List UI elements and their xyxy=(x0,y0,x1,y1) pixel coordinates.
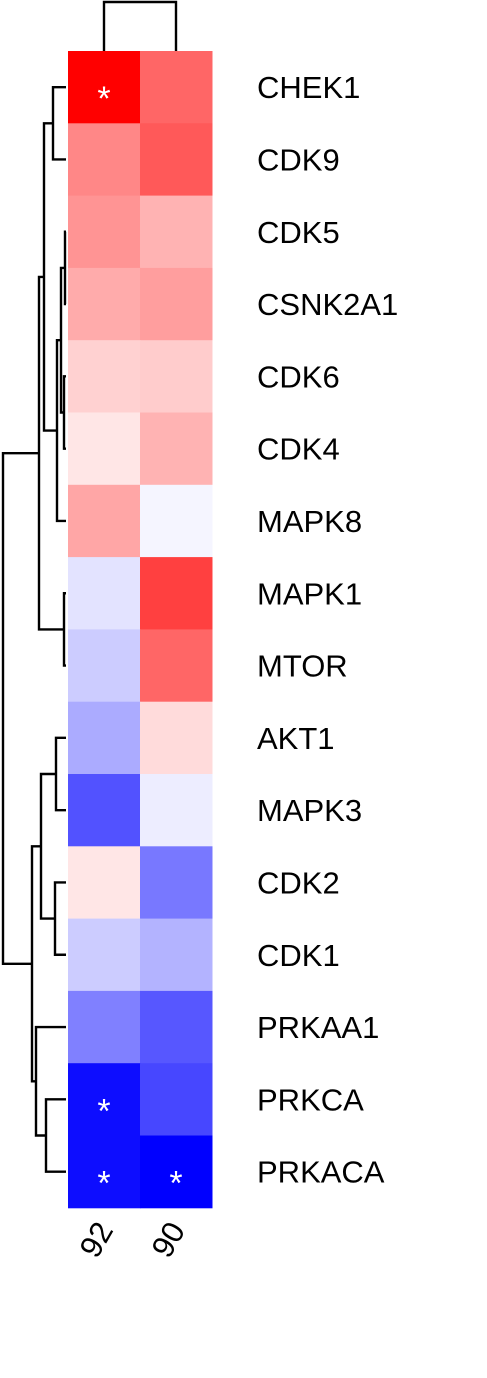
row-label-csnk2a1: CSNK2A1 xyxy=(257,287,398,322)
row-dendrogram-branch-1 xyxy=(64,376,66,448)
row-label-mapk8: MAPK8 xyxy=(257,504,362,539)
cell-cdk5-92 xyxy=(68,196,141,269)
cell-cdk5-90 xyxy=(140,196,213,269)
cell-csnk2a1-90 xyxy=(140,268,213,341)
cell-mapk1-90 xyxy=(140,557,213,630)
row-label-prkaa1: PRKAA1 xyxy=(257,1010,379,1045)
cell-mapk3-90 xyxy=(140,774,213,847)
significance-mark-prkca-92: * xyxy=(97,1092,110,1130)
cell-cdk4-90 xyxy=(140,413,213,486)
cell-cdk9-92 xyxy=(68,123,141,196)
cell-mapk8-90 xyxy=(140,485,213,558)
column-labels: 92 90 xyxy=(73,1216,193,1263)
row-dendrogram-branch-12 xyxy=(36,1027,66,1135)
row-dendrogram-branch-0 xyxy=(53,87,66,159)
row-dendrogram-branch-2 xyxy=(65,232,66,304)
cell-prkca-90 xyxy=(140,1063,213,1136)
row-dendrogram-branch-14 xyxy=(3,453,39,964)
cell-cdk6-90 xyxy=(140,340,213,413)
row-label-cdk1: CDK1 xyxy=(257,938,340,973)
cell-mapk1-92 xyxy=(68,557,141,630)
row-dendrogram-branch-5 xyxy=(44,123,57,430)
cell-csnk2a1-92 xyxy=(68,268,141,341)
cell-cdk2-92 xyxy=(68,846,141,919)
column-label-90: 90 xyxy=(145,1216,193,1263)
row-dendrogram-branch-9 xyxy=(55,882,66,954)
row-label-mapk1: MAPK1 xyxy=(257,576,362,611)
row-label-cdk5: CDK5 xyxy=(257,215,340,250)
column-dendrogram xyxy=(104,2,176,51)
heatmap-cells xyxy=(68,51,213,1208)
row-dendrogram-branch-10 xyxy=(41,774,56,919)
row-label-cdk4: CDK4 xyxy=(257,432,340,467)
row-dendrogram-branch-11 xyxy=(46,1099,66,1171)
row-label-mtor: MTOR xyxy=(257,649,348,684)
cell-akt1-92 xyxy=(68,702,141,775)
cell-mapk8-92 xyxy=(68,485,141,558)
cell-cdk9-90 xyxy=(140,123,213,196)
row-labels: CHEK1 CDK9 CDK5 CSNK2A1 CDK6 CDK4 MAPK8 MAPK1 MT… xyxy=(257,70,398,1190)
cell-cdk4-92 xyxy=(68,413,141,486)
column-dendrogram-branch xyxy=(104,2,176,51)
significance-mark-prkaca-90: * xyxy=(169,1165,182,1203)
cell-mtor-90 xyxy=(140,629,213,702)
row-label-cdk2: CDK2 xyxy=(257,865,340,900)
row-label-prkca: PRKCA xyxy=(257,1082,364,1117)
column-label-92: 92 xyxy=(73,1216,121,1263)
row-label-akt1: AKT1 xyxy=(257,721,335,756)
row-label-mapk3: MAPK3 xyxy=(257,793,362,828)
row-label-prkaca: PRKACA xyxy=(257,1155,385,1190)
cell-cdk6-92 xyxy=(68,340,141,413)
significance-mark-chek1-92: * xyxy=(97,80,110,118)
row-dendrogram-branch-6 xyxy=(64,593,66,665)
row-label-chek1: CHEK1 xyxy=(257,70,360,105)
row-dendrogram xyxy=(3,87,66,1172)
cell-cdk2-90 xyxy=(140,846,213,919)
cell-chek1-90 xyxy=(140,51,213,124)
cell-cdk1-92 xyxy=(68,919,141,992)
row-dendrogram-branch-8 xyxy=(56,738,66,810)
row-label-cdk9: CDK9 xyxy=(257,142,340,177)
cell-cdk1-90 xyxy=(140,919,213,992)
cell-akt1-90 xyxy=(140,702,213,775)
cell-prkaa1-92 xyxy=(68,991,141,1064)
row-label-cdk6: CDK6 xyxy=(257,359,340,394)
cell-mtor-92 xyxy=(68,629,141,702)
significance-mark-prkaca-92: * xyxy=(97,1165,110,1203)
cell-mapk3-92 xyxy=(68,774,141,847)
cell-prkaa1-90 xyxy=(140,991,213,1064)
